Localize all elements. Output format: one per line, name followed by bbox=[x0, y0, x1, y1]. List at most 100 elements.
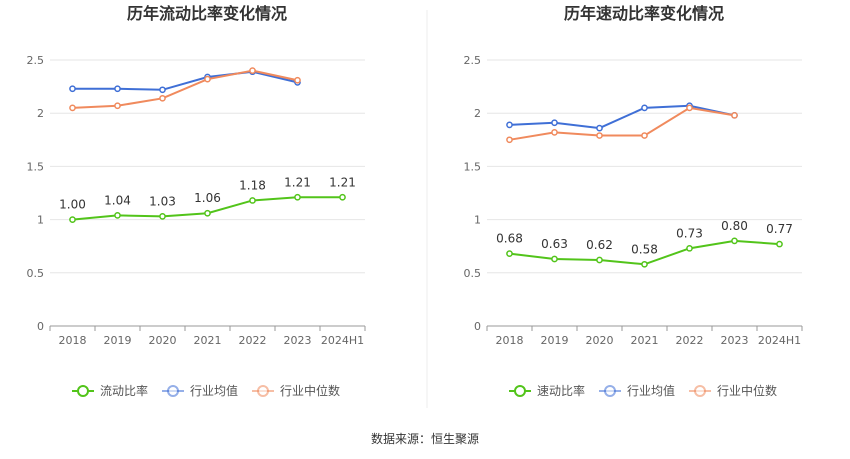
series-line bbox=[509, 104, 735, 130]
legend-marker-icon bbox=[257, 385, 269, 397]
data-point bbox=[551, 129, 558, 136]
data-label: 0.63 bbox=[541, 237, 568, 251]
legend-label: 行业均值 bbox=[627, 383, 675, 398]
y-tick-label: 2 bbox=[474, 107, 481, 120]
x-tick-label: 2021 bbox=[631, 334, 659, 347]
data-point bbox=[69, 216, 76, 223]
data-point bbox=[551, 255, 558, 263]
legend-label: 流动比率 bbox=[100, 383, 148, 398]
data-point bbox=[641, 132, 648, 139]
data-label: 1.21 bbox=[284, 175, 311, 189]
series-0: 0.68 0.63 0.62 0.58 0.73 0.80 0.77 bbox=[496, 219, 793, 268]
data-point bbox=[506, 136, 513, 144]
x-tick-label: 2020 bbox=[149, 334, 177, 347]
data-label: 1.04 bbox=[104, 193, 131, 207]
data-label: 1.03 bbox=[149, 194, 176, 208]
y-tick-label: 1 bbox=[37, 214, 44, 227]
data-point bbox=[69, 85, 76, 93]
x-tick-label: 2019 bbox=[541, 334, 569, 347]
data-point bbox=[596, 124, 603, 132]
legend-marker-icon bbox=[604, 385, 616, 397]
data-point bbox=[776, 240, 783, 248]
data-point bbox=[641, 260, 648, 268]
data-label: 0.58 bbox=[631, 242, 658, 256]
legend-item[interactable]: 行业均值 bbox=[162, 383, 238, 398]
data-point bbox=[114, 102, 121, 110]
data-point bbox=[506, 250, 513, 257]
data-label: 1.18 bbox=[239, 178, 266, 192]
data-point bbox=[249, 67, 256, 74]
data-label: 0.80 bbox=[721, 219, 748, 233]
x-tick-label: 2023 bbox=[284, 334, 312, 347]
data-point bbox=[69, 104, 76, 112]
data-point bbox=[204, 209, 211, 217]
data-label: 1.06 bbox=[194, 191, 221, 205]
data-source-note: 数据来源：恒生聚源 bbox=[371, 431, 479, 446]
data-point bbox=[596, 132, 603, 139]
data-point bbox=[159, 213, 166, 220]
y-tick-label: 2.5 bbox=[464, 54, 482, 67]
data-label: 0.62 bbox=[586, 238, 613, 252]
data-label: 0.77 bbox=[766, 222, 793, 236]
data-point bbox=[596, 256, 603, 264]
legend-item[interactable]: 速动比率 bbox=[509, 383, 585, 398]
data-point bbox=[204, 75, 211, 83]
legend-marker-icon bbox=[694, 385, 706, 397]
data-point bbox=[294, 193, 301, 201]
chart-title: 历年速动比率变化情况 bbox=[564, 4, 724, 23]
legend-marker-icon bbox=[514, 385, 526, 397]
data-point bbox=[731, 111, 738, 119]
legend-marker-icon bbox=[167, 385, 179, 397]
legend-label: 行业中位数 bbox=[280, 383, 340, 398]
x-tick-label: 2022 bbox=[676, 334, 704, 347]
x-tick-label: 2023 bbox=[721, 334, 749, 347]
legend-label: 行业均值 bbox=[190, 383, 238, 398]
series-line bbox=[509, 106, 735, 141]
y-tick-label: 1.5 bbox=[464, 160, 482, 173]
chart-title: 历年流动比率变化情况 bbox=[127, 4, 287, 23]
data-label: 0.73 bbox=[676, 226, 703, 240]
series-line bbox=[72, 70, 298, 91]
data-point bbox=[159, 94, 166, 102]
data-point bbox=[731, 237, 738, 245]
legend-label: 行业中位数 bbox=[717, 383, 777, 398]
series-2 bbox=[69, 67, 301, 112]
data-label: 0.68 bbox=[496, 232, 523, 246]
x-tick-label: 2020 bbox=[586, 334, 614, 347]
y-tick-label: 1.5 bbox=[27, 160, 45, 173]
y-tick-label: 2 bbox=[37, 107, 44, 120]
x-tick-label: 2024H1 bbox=[321, 334, 364, 347]
x-tick-label: 2021 bbox=[194, 334, 222, 347]
legend-item[interactable]: 行业均值 bbox=[599, 383, 675, 398]
data-point bbox=[551, 119, 558, 127]
x-tick-label: 2022 bbox=[239, 334, 267, 347]
x-tick-label: 2024H1 bbox=[758, 334, 801, 347]
data-point bbox=[294, 76, 301, 84]
y-tick-label: 1 bbox=[474, 214, 481, 227]
series-1 bbox=[506, 102, 738, 132]
y-tick-label: 2.5 bbox=[27, 54, 45, 67]
series-2 bbox=[506, 104, 738, 144]
data-point bbox=[686, 244, 693, 252]
x-tick-label: 2018 bbox=[496, 334, 524, 347]
series-line bbox=[72, 69, 298, 109]
data-point bbox=[339, 193, 346, 201]
x-tick-label: 2018 bbox=[59, 334, 87, 347]
y-tick-label: 0 bbox=[474, 320, 481, 333]
legend-item[interactable]: 流动比率 bbox=[72, 383, 148, 398]
quick-ratio-chart: 历年速动比率变化情况 0 0.5 1 1.5 2 2.5 2018 2019 2020 2021 20… bbox=[464, 4, 803, 398]
y-tick-label: 0 bbox=[37, 320, 44, 333]
data-point bbox=[114, 211, 121, 219]
data-point bbox=[686, 104, 693, 112]
legend-item[interactable]: 行业中位数 bbox=[689, 383, 777, 398]
data-point bbox=[114, 85, 121, 93]
data-point bbox=[159, 86, 166, 94]
legend-label: 速动比率 bbox=[537, 383, 585, 398]
data-point bbox=[249, 197, 256, 204]
data-point bbox=[641, 104, 648, 112]
legend-item[interactable]: 行业中位数 bbox=[252, 383, 340, 398]
current-ratio-chart: 历年流动比率变化情况 0 0.5 1 1.5 2 2.5 2018 2019 2020 2021 20… bbox=[27, 4, 366, 398]
series-0: 1.00 1.04 1.03 1.06 1.18 1.21 1.21 bbox=[59, 175, 356, 223]
